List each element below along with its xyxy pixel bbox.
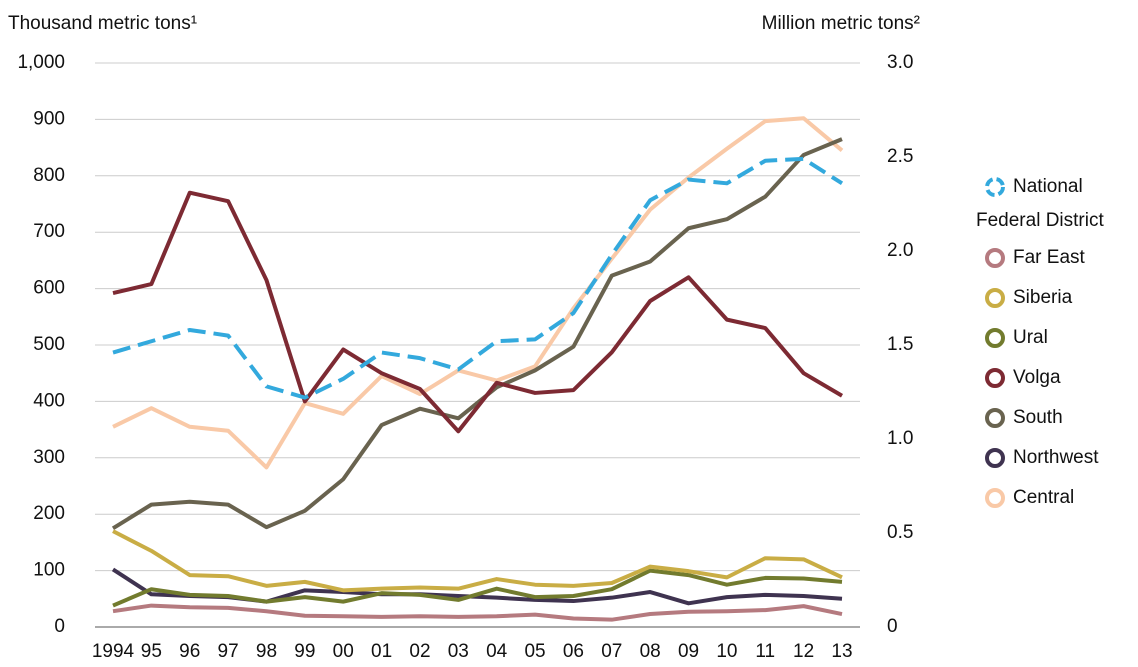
- series-line: [112, 156, 844, 400]
- y-tick-label: 700: [33, 221, 65, 242]
- legend-marker: [985, 328, 1005, 348]
- legend-label: Northwest: [1013, 447, 1099, 468]
- x-tick-label: 12: [793, 641, 814, 662]
- legend-label: Volga: [1013, 367, 1061, 388]
- series-line: [112, 568, 843, 608]
- legend-label: National: [1013, 176, 1083, 197]
- x-tick-label: 96: [179, 641, 200, 662]
- x-tick-label: 07: [601, 641, 622, 662]
- legend-marker: [985, 248, 1005, 268]
- y-tick-label: 0: [54, 616, 65, 637]
- x-tick-label: 01: [371, 641, 392, 662]
- x-tick-label: 09: [678, 641, 699, 662]
- y-tick-label: 300: [33, 447, 65, 468]
- x-tick-label: 08: [640, 641, 661, 662]
- series-line: [111, 137, 843, 531]
- y2-tick-label: 0: [887, 616, 898, 637]
- y2-tick-label: 1.5: [887, 334, 913, 355]
- legend-label: South: [1013, 407, 1063, 428]
- x-tick-label: 97: [218, 641, 239, 662]
- x-tick-label: 13: [831, 641, 852, 662]
- y-axis-label: Thousand metric tons¹: [8, 13, 197, 34]
- legend-label: Central: [1013, 487, 1074, 508]
- legend-marker: [985, 177, 1005, 197]
- series-line: [112, 529, 843, 593]
- x-tick-label: 11: [755, 641, 775, 662]
- y2-tick-label: 0.5: [887, 522, 913, 543]
- y2-tick-label: 3.0: [887, 52, 913, 73]
- y-tick-label: 600: [33, 278, 65, 299]
- legend-marker: [985, 488, 1005, 508]
- legend-marker: [985, 448, 1005, 468]
- series-line: [112, 603, 843, 622]
- y-tick-label: 200: [33, 503, 65, 524]
- x-tick-label: 03: [448, 641, 469, 662]
- series-line: [112, 190, 844, 434]
- y-tick-label: 500: [33, 334, 65, 355]
- x-tick-label: 02: [409, 641, 430, 662]
- legend-marker: [985, 408, 1005, 428]
- legend-label: Ural: [1013, 327, 1048, 348]
- legend-label: Siberia: [1013, 287, 1073, 308]
- legend-label: Far East: [1013, 247, 1086, 268]
- x-tick-label: 1994: [92, 641, 135, 662]
- x-tick-label: 95: [141, 641, 162, 662]
- y2-tick-label: 2.0: [887, 240, 913, 261]
- y-tick-label: 800: [33, 165, 65, 186]
- x-tick-label: 05: [524, 641, 545, 662]
- y2-axis-label: Million metric tons²: [762, 13, 920, 34]
- y-tick-label: 100: [33, 560, 65, 581]
- x-tick-label: 06: [563, 641, 584, 662]
- y-tick-label: 900: [33, 108, 65, 129]
- x-tick-label: 04: [486, 641, 508, 662]
- x-tick-label: 10: [716, 641, 737, 662]
- legend-marker: [985, 368, 1005, 388]
- x-tick-label: 99: [294, 641, 315, 662]
- y-tick-label: 1,000: [17, 52, 65, 73]
- series-line: [112, 116, 844, 470]
- y-tick-label: 400: [33, 390, 65, 411]
- legend-title: Federal District: [976, 210, 1104, 231]
- legend-marker: [985, 288, 1005, 308]
- x-tick-label: 00: [333, 641, 354, 662]
- y2-tick-label: 2.5: [887, 146, 913, 167]
- x-tick-label: 98: [256, 641, 277, 662]
- y2-tick-label: 1.0: [887, 428, 913, 449]
